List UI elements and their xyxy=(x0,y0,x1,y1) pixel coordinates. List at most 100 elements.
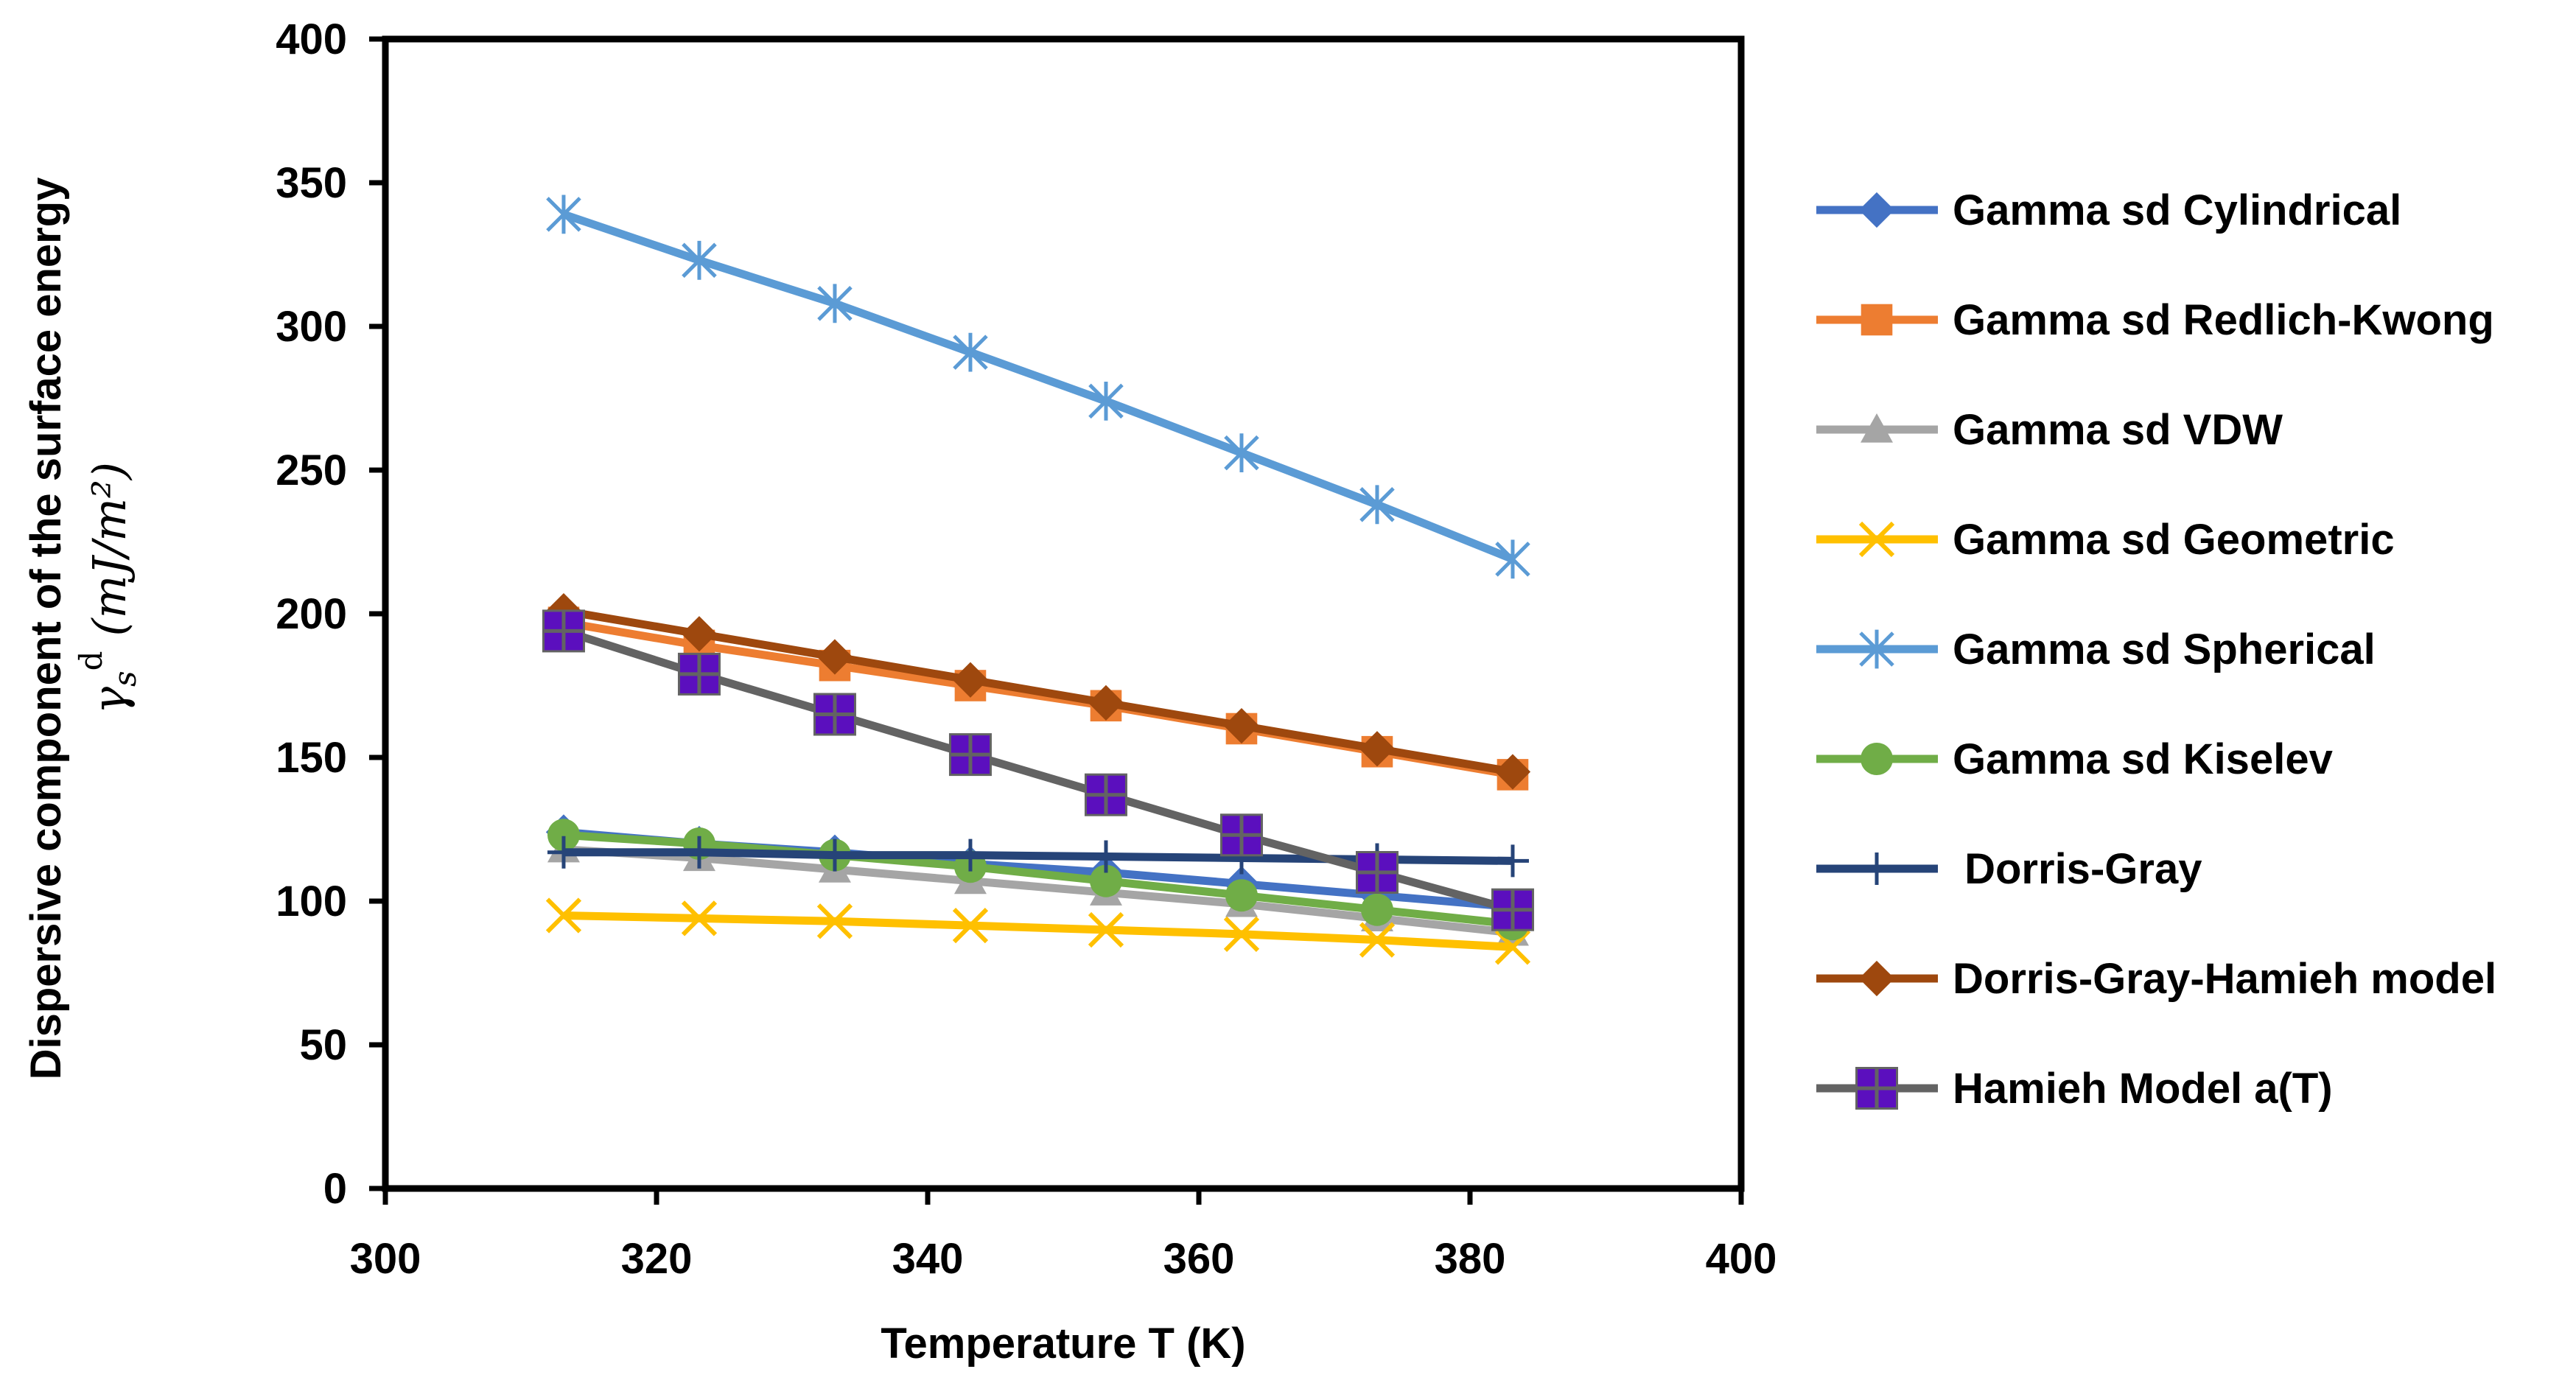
y-symbol-sub: s xyxy=(107,671,143,687)
legend-label: Hamieh Model a(T) xyxy=(1953,1065,2333,1113)
y-tick-label: 400 xyxy=(276,15,347,63)
legend-label: Gamma sd Spherical xyxy=(1953,626,2376,673)
marker-plus xyxy=(953,838,987,872)
x-tick-label: 400 xyxy=(1706,1235,1777,1283)
marker-x xyxy=(1223,916,1260,952)
marker-diamond xyxy=(1088,685,1124,721)
y-symbol-gamma: γ xyxy=(83,686,136,714)
y-symbol-units: (mJ/m²) xyxy=(83,462,136,637)
marker-diamond xyxy=(1223,707,1260,744)
marker-x xyxy=(1494,929,1531,965)
marker-x xyxy=(1088,911,1124,948)
legend-label: Dorris-Gray xyxy=(1953,845,2202,893)
marker-diamond xyxy=(681,616,718,652)
legend-item: Gamma sd Geometric xyxy=(1816,516,2395,564)
y-axis-symbol-text: γsd (mJ/m²) xyxy=(73,462,143,714)
legend-item: Gamma sd Redlich-Kwong xyxy=(1816,296,2494,344)
series-3 xyxy=(545,897,1531,965)
legend-item: Dorris-Gray xyxy=(1816,845,2202,893)
marker-triangle xyxy=(1861,413,1893,443)
marker-diamond xyxy=(952,662,989,698)
x-tick-label: 320 xyxy=(621,1235,693,1283)
marker-square-plus-cross xyxy=(1085,774,1127,816)
marker-plus xyxy=(547,836,580,869)
marker-x xyxy=(1359,922,1396,958)
marker-asterisk xyxy=(1224,433,1259,472)
marker-x xyxy=(1858,521,1895,558)
marker-x xyxy=(545,897,582,934)
legend-item: Dorris-Gray-Hamieh model xyxy=(1816,955,2496,1003)
axis-labels: Temperature T (K) Dispersive component o… xyxy=(22,178,1246,1368)
x-axis-title: Temperature T (K) xyxy=(881,1320,1245,1368)
series-line xyxy=(563,830,1513,928)
legend-item: Gamma sd Cylindrical xyxy=(1816,186,2401,234)
legend-label: Gamma sd Cylindrical xyxy=(1953,186,2401,234)
marker-x xyxy=(816,903,853,939)
series-line xyxy=(562,627,1514,914)
legend-label: Gamma sd Redlich-Kwong xyxy=(1953,296,2494,344)
marker-plus xyxy=(1861,852,1893,885)
y-tick-label: 0 xyxy=(323,1165,347,1213)
legend-label: Gamma sd Geometric xyxy=(1953,516,2395,564)
legend-item: Gamma sd Spherical xyxy=(1816,626,2376,673)
legend-item: Hamieh Model a(T) xyxy=(1816,1065,2333,1113)
legend-label: Gamma sd Kiselev xyxy=(1953,735,2333,783)
marker-square-plus-cross xyxy=(1856,1068,1897,1109)
y-axis-title: Dispersive component of the surface ener… xyxy=(22,178,70,1080)
x-tick-label: 300 xyxy=(350,1235,421,1283)
x-tick-label: 380 xyxy=(1435,1235,1506,1283)
x-tick-label: 340 xyxy=(892,1235,964,1283)
legend-item: Gamma sd VDW xyxy=(1816,406,2283,454)
y-symbol-sup: d xyxy=(73,651,109,671)
marker-square-plus-cross xyxy=(1221,814,1262,855)
marker-circle xyxy=(1225,879,1258,912)
marker-square-plus-cross xyxy=(950,734,991,775)
marker-square-plus-cross xyxy=(679,654,720,695)
series-line xyxy=(563,911,1513,951)
marker-asterisk xyxy=(817,284,853,323)
marker-diamond xyxy=(1359,731,1396,767)
marker-asterisk xyxy=(1495,539,1530,579)
legend-label: Dorris-Gray-Hamieh model xyxy=(1953,955,2496,1003)
marker-asterisk xyxy=(682,240,717,280)
y-tick-label: 300 xyxy=(276,303,347,351)
marker-diamond xyxy=(1858,960,1895,997)
series-line xyxy=(563,606,1513,776)
y-axis-symbol: γsd (mJ/m²) xyxy=(73,462,143,714)
series-line xyxy=(563,848,1513,865)
marker-circle xyxy=(1360,893,1393,926)
marker-asterisk xyxy=(1859,629,1894,669)
marker-asterisk xyxy=(1088,382,1124,421)
y-tick-label: 200 xyxy=(276,590,347,638)
plot-area: 0 50 100 150 200 250 300 350 400 300 320 340 360 380 4… xyxy=(276,15,1777,1283)
marker-diamond xyxy=(1858,192,1895,228)
marker-asterisk xyxy=(953,332,988,372)
y-tick-label: 50 xyxy=(299,1021,347,1069)
marker-square xyxy=(1861,304,1893,336)
y-tick-label: 350 xyxy=(276,159,347,207)
marker-diamond xyxy=(816,639,853,675)
marker-x xyxy=(952,908,989,944)
marker-circle xyxy=(1861,743,1893,775)
x-tick-label: 360 xyxy=(1163,1235,1235,1283)
y-tick-label: 100 xyxy=(276,878,347,925)
marker-square-plus-cross xyxy=(543,610,584,651)
series-line xyxy=(562,210,1515,564)
y-tick-label: 150 xyxy=(276,734,347,782)
series-6 xyxy=(547,836,1529,878)
marker-plus xyxy=(818,838,851,872)
series-4 xyxy=(546,195,1530,579)
marker-x xyxy=(681,900,718,936)
legend: Gamma sd Cylindrical Gamma sd Redlich-Kwo… xyxy=(1816,186,2496,1113)
series-line xyxy=(563,845,1513,937)
marker-asterisk xyxy=(546,195,581,234)
legend-label: Gamma sd VDW xyxy=(1953,406,2283,454)
legend-item: Gamma sd Kiselev xyxy=(1816,735,2333,783)
marker-square-plus-cross xyxy=(1492,889,1533,931)
marker-square-plus-cross xyxy=(814,694,855,735)
marker-plus xyxy=(1496,844,1529,878)
marker-asterisk xyxy=(1359,485,1395,525)
marker-plus xyxy=(1089,840,1122,873)
marker-diamond xyxy=(1494,754,1531,790)
